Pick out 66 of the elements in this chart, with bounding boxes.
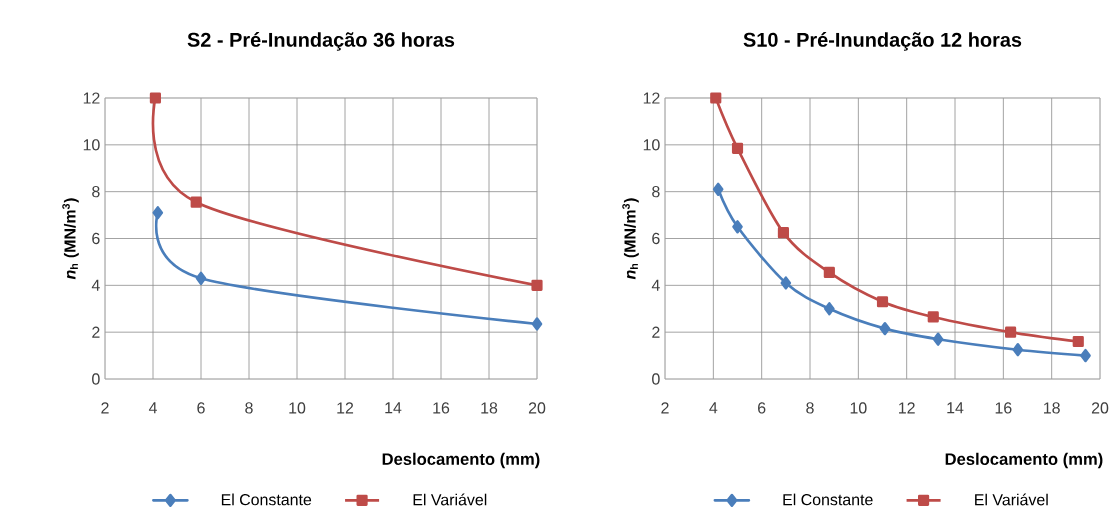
point xyxy=(1012,343,1024,357)
x-tick-label: 16 xyxy=(995,402,1012,414)
point xyxy=(712,182,724,196)
point xyxy=(932,332,944,346)
y-tick-label: 0 xyxy=(652,373,660,385)
x-tick-label: 2 xyxy=(661,402,669,414)
chart-title: S2 - Pré-Inundação 36 horas xyxy=(187,32,455,51)
x-tick-label: 2 xyxy=(101,402,109,414)
x-tick-label: 6 xyxy=(758,402,766,414)
y-tick-label: 8 xyxy=(652,186,660,198)
point xyxy=(731,142,744,154)
x-tick-label: 6 xyxy=(197,402,205,414)
point xyxy=(190,196,202,208)
x-tick-label: 12 xyxy=(337,402,354,414)
x-tick-label: 14 xyxy=(947,402,964,414)
point xyxy=(1005,326,1017,338)
y-tick-label: 4 xyxy=(651,279,660,291)
point xyxy=(927,311,939,323)
legend-label: El Constante xyxy=(221,493,312,506)
point xyxy=(531,279,543,291)
y-tick-label: 0 xyxy=(92,373,100,385)
x-tick-label: 4 xyxy=(709,402,718,414)
x-axis-title: Deslocamento (mm) xyxy=(382,452,540,469)
x-tick-label: 14 xyxy=(385,402,402,414)
x-tick-label: 8 xyxy=(806,402,814,414)
point xyxy=(879,322,891,336)
point xyxy=(876,296,889,308)
point xyxy=(823,266,835,279)
point xyxy=(1072,335,1084,348)
point xyxy=(780,276,792,290)
point xyxy=(732,220,743,234)
x-axis-title: Deslocamento (mm) xyxy=(945,452,1103,469)
y-tick-label: 2 xyxy=(92,326,100,338)
x-tick-label: 10 xyxy=(850,402,867,414)
x-tick-label: 8 xyxy=(245,402,253,414)
y-tick-label: 12 xyxy=(643,92,660,104)
point xyxy=(152,206,164,220)
x-tick-label: 20 xyxy=(528,402,546,414)
point xyxy=(195,271,207,285)
legend-label: El Variável xyxy=(413,493,487,506)
x-tick-label: 4 xyxy=(148,402,157,414)
y-tick-label: 4 xyxy=(91,279,100,291)
y-axis-title: n$_{h}$ (MN/m$^{3}$) xyxy=(62,198,79,280)
point xyxy=(149,92,161,104)
x-tick-label: 10 xyxy=(289,402,306,414)
x-tick-label: 16 xyxy=(433,402,450,414)
point xyxy=(824,302,835,316)
y-tick-label: 2 xyxy=(652,326,660,338)
x-tick-label: 18 xyxy=(481,402,498,414)
x-tick-label: 12 xyxy=(899,402,915,414)
y-axis-title: n$_{h}$ (MN/m$^{3}$) xyxy=(622,198,639,280)
point xyxy=(531,317,543,331)
y-tick-label: 8 xyxy=(92,186,100,198)
y-tick-label: 10 xyxy=(83,139,100,151)
y-tick-label: 10 xyxy=(643,139,660,151)
point xyxy=(1080,348,1091,363)
chart-title: S10 - Pré-Inundação 12 horas xyxy=(743,32,1022,51)
legend-label: El Constante xyxy=(783,493,873,506)
x-tick-label: 18 xyxy=(1044,402,1060,414)
y-tick-label: 12 xyxy=(83,92,100,104)
point xyxy=(777,227,790,239)
x-tick-label: 20 xyxy=(1091,402,1109,414)
legend-label: El Variável xyxy=(975,493,1048,506)
point xyxy=(710,92,722,104)
y-tick-label: 6 xyxy=(652,232,660,245)
y-tick-label: 6 xyxy=(92,232,100,245)
